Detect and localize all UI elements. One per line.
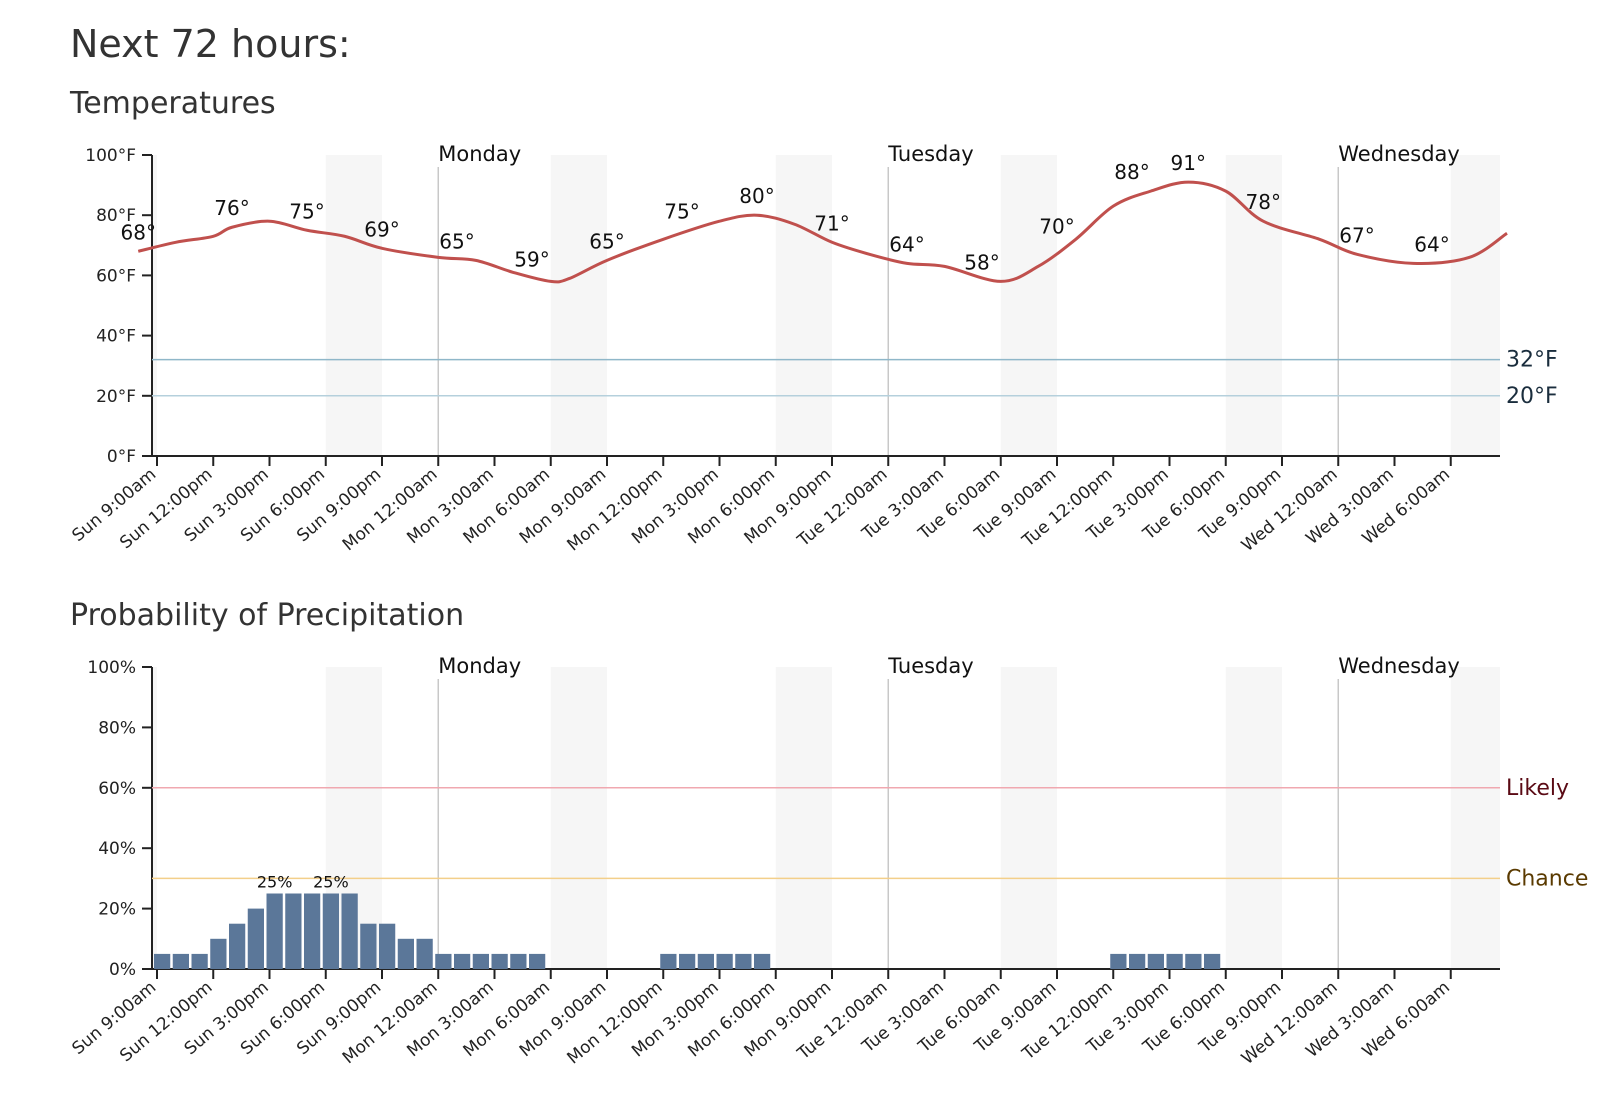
precip-bar (510, 953, 527, 969)
x-tick-label: Mon 12:00pm (564, 978, 667, 1069)
precipitation-chart-title: Probability of Precipitation (70, 598, 465, 633)
temperature-line (137, 180, 1508, 284)
precip-bar (435, 953, 452, 969)
temperature-label: 69° (364, 217, 399, 241)
temperature-label: 70° (1039, 214, 1074, 238)
y-tick-label: 40°F (96, 327, 136, 347)
precip-bar (697, 953, 714, 969)
temperature-label: 75° (664, 199, 699, 223)
reference-line-label: 32°F (1506, 348, 1558, 373)
day-label: Monday (438, 142, 521, 166)
day-label: Tuesday (887, 142, 973, 166)
temperature-label: 58° (964, 250, 999, 274)
day-label: Tuesday (887, 654, 973, 678)
precip-bar (754, 953, 771, 969)
precip-bar (529, 953, 546, 969)
precip-bar (679, 953, 696, 969)
temperature-label: 80° (739, 184, 774, 208)
precip-bar (304, 893, 321, 969)
precip-bar (285, 893, 302, 969)
night-band (550, 155, 607, 456)
temperature-chart-title: Temperatures (70, 86, 276, 121)
x-tick-label: Mon 12:00am (339, 978, 442, 1069)
night-band (775, 155, 832, 456)
temperature-label: 91° (1171, 151, 1206, 175)
temperature-label: 68° (121, 220, 156, 244)
precip-bar (229, 923, 246, 969)
night-band (775, 667, 832, 969)
y-tick-label: 0°F (107, 447, 136, 467)
precip-bar (1204, 953, 1221, 969)
y-tick-label: 60°F (96, 266, 136, 286)
night-band (152, 155, 157, 456)
temperature-label: 88° (1114, 160, 1149, 184)
night-band (550, 667, 607, 969)
temperature-chart: Monday Tuesday Wednesday 0°F 20°F 40°F 60°F 80°… (69, 142, 1558, 556)
day-label: Monday (438, 654, 521, 678)
day-label: Wednesday (1338, 654, 1460, 678)
precip-bar (397, 938, 414, 969)
y-tick-label: 0% (109, 960, 136, 980)
precip-bar (491, 953, 508, 969)
temperature-label: 64° (889, 232, 924, 256)
precip-bar (379, 923, 396, 969)
precip-bar (266, 893, 283, 969)
precip-bar (210, 938, 227, 969)
precip-bar (716, 953, 733, 969)
temperature-label: 65° (439, 229, 474, 253)
night-band (1225, 155, 1282, 456)
temperature-label: 78° (1246, 190, 1281, 214)
precip-bar (322, 893, 339, 969)
precip-label: 25% (313, 873, 349, 892)
precip-bar (154, 953, 171, 969)
y-tick-label: 40% (98, 839, 136, 859)
night-band (152, 667, 157, 969)
night-band (1450, 667, 1500, 969)
precip-bar (1185, 953, 1202, 969)
y-tick-label: 80% (98, 718, 136, 738)
temperature-label: 76° (214, 196, 249, 220)
temperature-label: 64° (1414, 232, 1449, 256)
precip-bar (247, 908, 264, 969)
temperature-label: 67° (1339, 223, 1374, 247)
reference-line-label: Chance (1506, 866, 1588, 891)
precip-bar (1166, 953, 1183, 969)
precip-bar (1110, 953, 1127, 969)
precip-bar (191, 953, 208, 969)
night-band (1450, 155, 1500, 456)
precip-bar (416, 938, 433, 969)
precip-bar (172, 953, 189, 969)
y-tick-label: 100°F (85, 146, 136, 166)
temperature-label: 59° (514, 247, 549, 271)
precip-bar (341, 893, 358, 969)
precip-bar (1129, 953, 1146, 969)
precip-bar (660, 953, 677, 969)
temperature-label: 65° (589, 229, 624, 253)
temperature-label: 75° (289, 199, 324, 223)
night-band (325, 155, 382, 456)
temperature-label: 71° (814, 211, 849, 235)
x-tick-label: Wed 12:00am (1238, 978, 1342, 1069)
reference-line-label: 20°F (1506, 384, 1558, 409)
precip-bar (454, 953, 471, 969)
precip-bar (472, 953, 489, 969)
night-band (1225, 667, 1282, 969)
night-band (1000, 667, 1057, 969)
page-title: Next 72 hours: (70, 22, 351, 66)
y-tick-label: 80°F (96, 206, 136, 226)
day-label: Wednesday (1338, 142, 1460, 166)
precip-bar (360, 923, 377, 969)
y-tick-label: 20°F (96, 387, 136, 407)
precip-bar (1147, 953, 1164, 969)
precip-bar (735, 953, 752, 969)
precip-label: 25% (257, 873, 293, 892)
y-tick-label: 100% (87, 658, 136, 678)
night-band (1000, 155, 1057, 456)
reference-line-label: Likely (1506, 776, 1569, 801)
y-tick-label: 60% (98, 779, 136, 799)
y-tick-label: 20% (98, 900, 136, 920)
